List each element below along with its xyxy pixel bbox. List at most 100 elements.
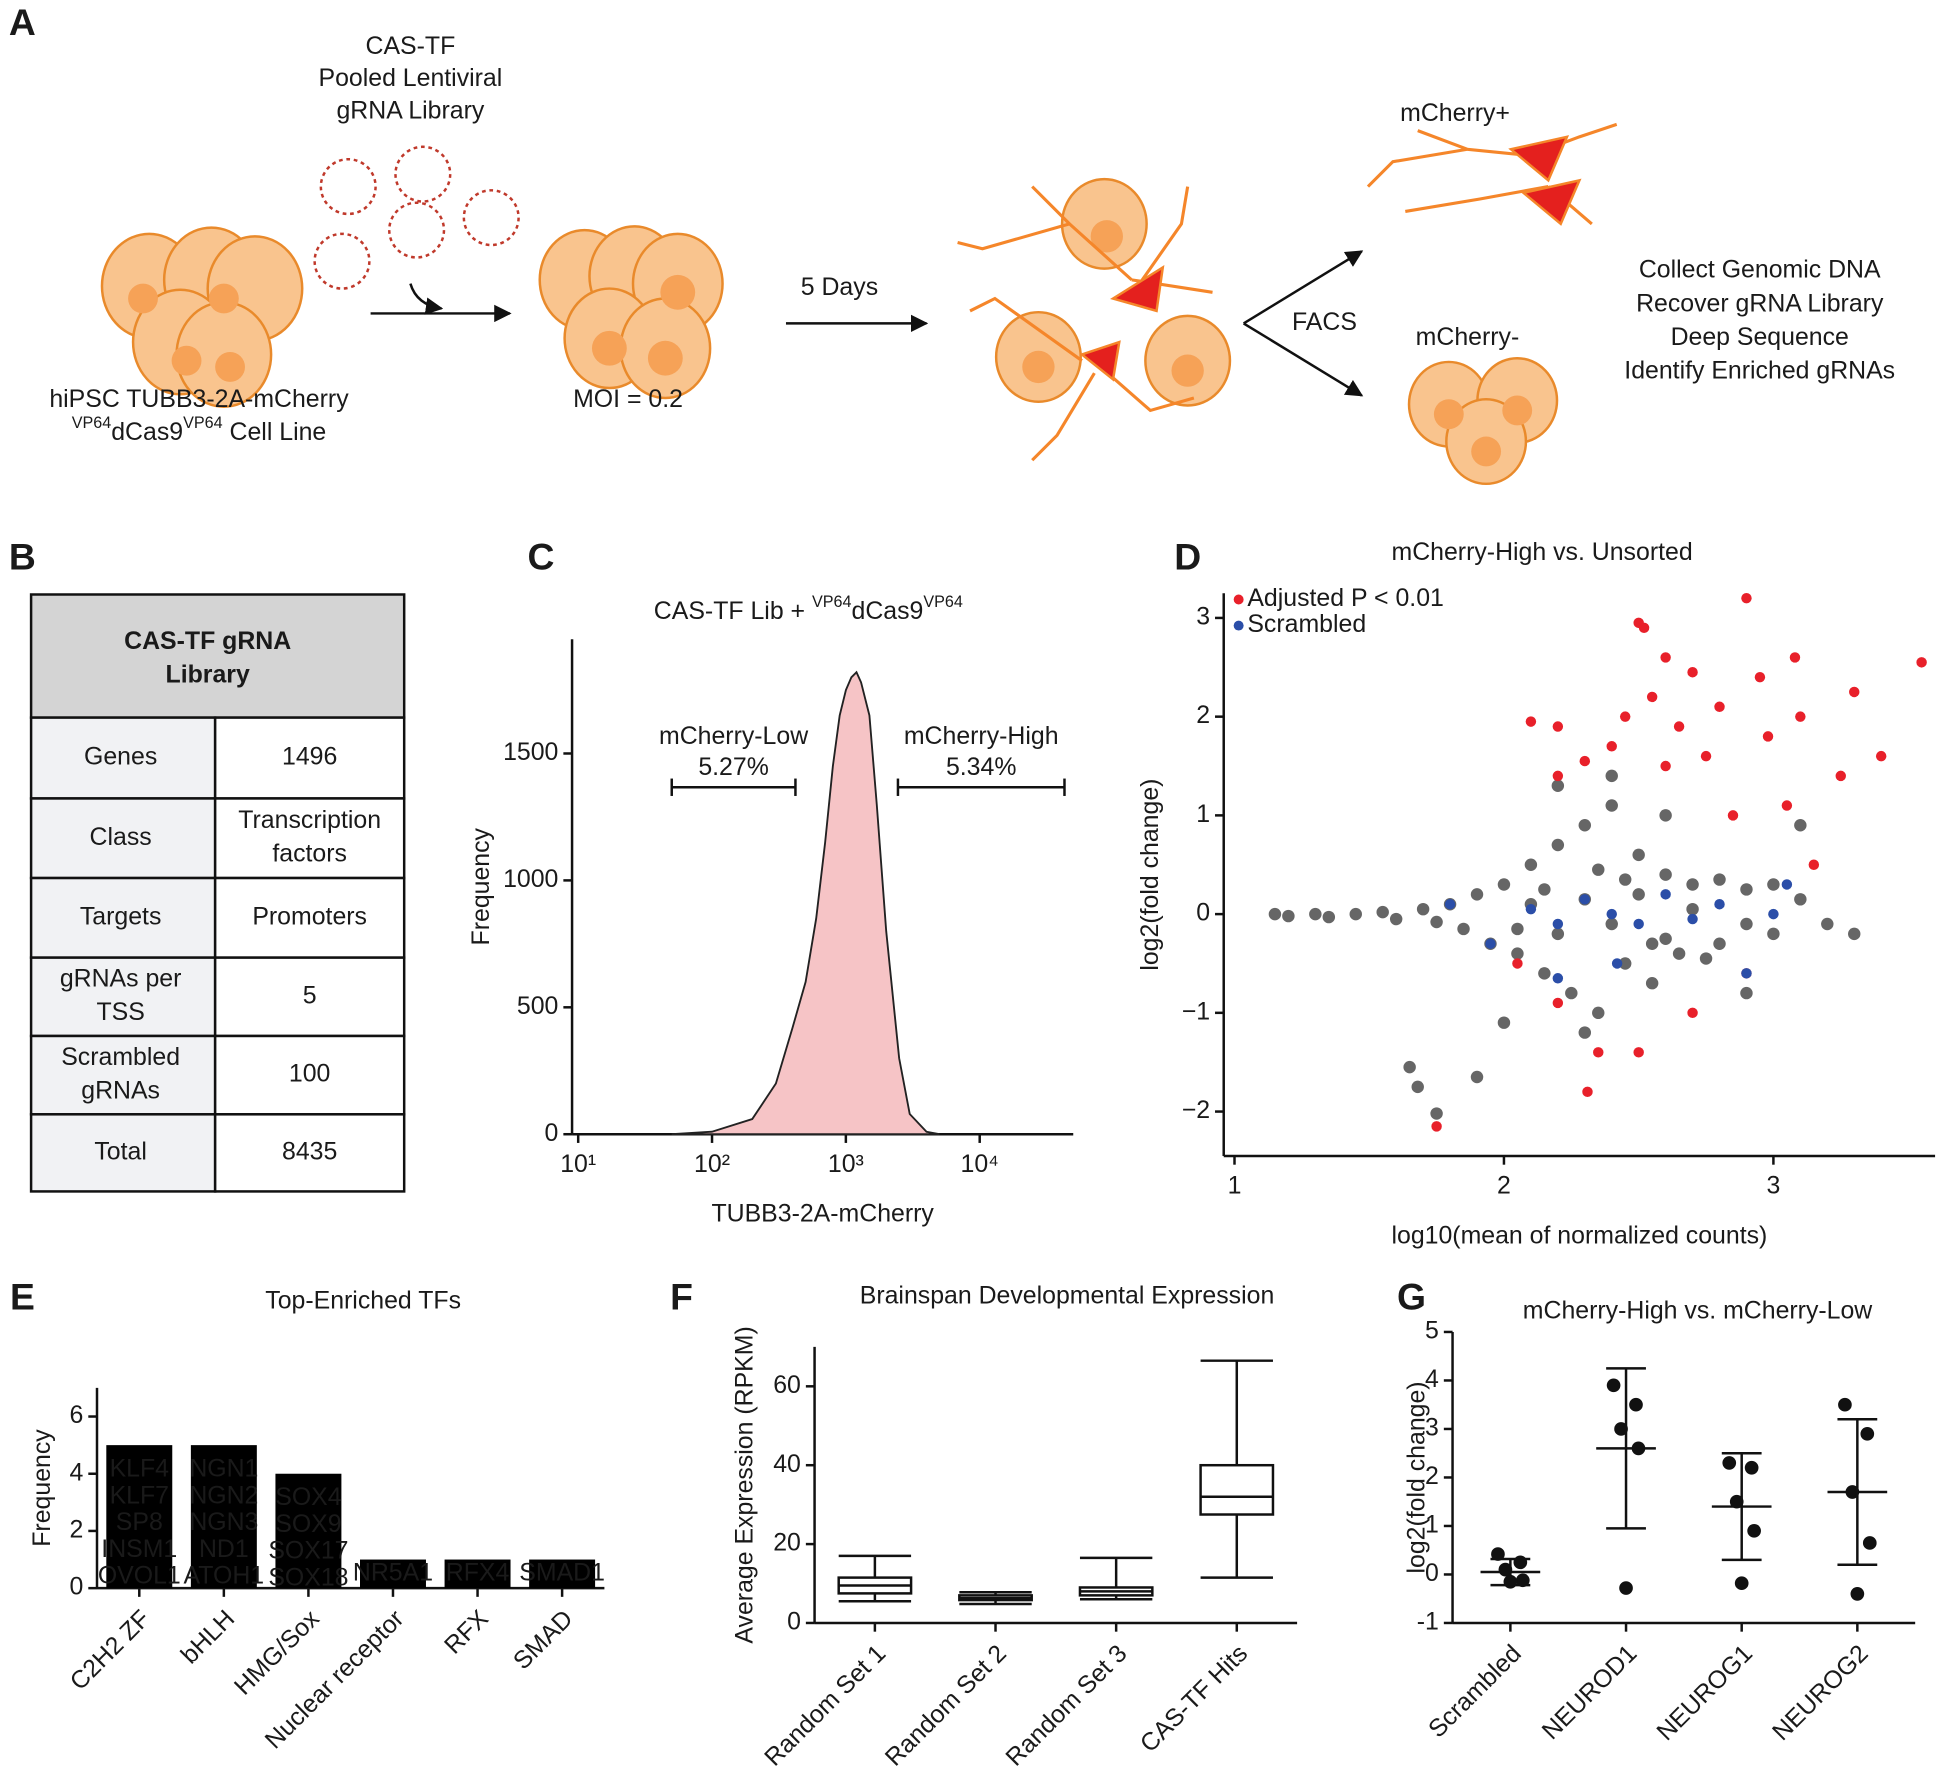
- point: [1762, 731, 1774, 742]
- bar-label: SOX18: [268, 1563, 348, 1591]
- point: [1808, 859, 1820, 870]
- y-axis-label: log2(fold change): [1402, 1381, 1430, 1573]
- point: [1403, 1060, 1416, 1074]
- point: [1592, 863, 1605, 876]
- point: [1744, 1460, 1759, 1475]
- point: [1578, 1026, 1592, 1039]
- point: [1781, 879, 1793, 890]
- point: [1686, 902, 1699, 916]
- point: [1741, 592, 1752, 604]
- x-tick-label: C2H2 ZF: [65, 1605, 156, 1696]
- library-label: CAS-TF: [366, 32, 456, 60]
- point: [1848, 927, 1861, 941]
- bar-label: KLF4: [110, 1455, 170, 1483]
- point: [1687, 1007, 1698, 1019]
- point: [1552, 973, 1564, 984]
- x-tick-label: 10¹: [560, 1150, 596, 1178]
- point: [1633, 918, 1644, 930]
- table-text: Promoters: [252, 902, 367, 930]
- point: [1593, 1047, 1604, 1058]
- point: [1767, 878, 1780, 891]
- point: [1618, 873, 1632, 886]
- point: [1552, 918, 1564, 930]
- table-cell: [213, 1034, 406, 1116]
- gate-percent: 5.34%: [946, 753, 1016, 781]
- point: [1349, 907, 1362, 921]
- y-tick-label: 2: [1425, 1462, 1439, 1490]
- gate-percent: 5.27%: [698, 753, 768, 781]
- point: [1632, 888, 1645, 901]
- chart-title: mCherry-High vs. Unsorted: [1392, 538, 1693, 566]
- point: [1660, 889, 1671, 900]
- panel-label: B: [9, 536, 36, 578]
- table-cell: [213, 716, 406, 800]
- point: [1713, 937, 1726, 950]
- negative-label: mCherry-: [1416, 323, 1520, 351]
- point: [1538, 967, 1551, 980]
- point: [1457, 922, 1470, 936]
- point: [1740, 986, 1753, 1000]
- y-tick-label: 4: [1425, 1365, 1439, 1393]
- diagram-art: [100, 122, 1618, 486]
- point: [1794, 819, 1807, 832]
- point: [1611, 958, 1623, 969]
- point: [1538, 883, 1551, 896]
- point: [1444, 899, 1456, 910]
- bar-label: RFX4: [446, 1558, 510, 1586]
- point: [1747, 1523, 1761, 1538]
- point: [1619, 711, 1631, 722]
- table: [29, 593, 406, 1193]
- point: [1740, 883, 1753, 896]
- point: [1551, 779, 1565, 792]
- histogram-area: [671, 670, 940, 1136]
- bar-label: SOX9: [275, 1510, 341, 1538]
- cell-line-label: hiPSC TUBB3-2A-mCherry: [49, 385, 349, 413]
- table-text: Total: [94, 1137, 147, 1165]
- table-text: factors: [272, 840, 347, 868]
- point: [1389, 912, 1403, 926]
- point: [1845, 1485, 1860, 1499]
- point: [1503, 1574, 1518, 1589]
- panel-label: A: [9, 1, 36, 43]
- point: [1606, 908, 1617, 920]
- point: [1767, 927, 1780, 941]
- point: [1849, 686, 1860, 698]
- bar: [106, 1445, 173, 1589]
- point: [1629, 1397, 1643, 1412]
- point: [1768, 908, 1779, 920]
- table-text: gRNAs per: [60, 965, 182, 993]
- point: [1638, 622, 1650, 634]
- table-header: CAS-TF gRNA: [124, 627, 291, 655]
- x-tick-label: NEUROG2: [1767, 1639, 1874, 1746]
- y-tick-label: 3: [1196, 602, 1210, 630]
- point: [1605, 769, 1618, 783]
- point: [1605, 917, 1618, 931]
- point: [1511, 922, 1524, 936]
- y-tick-label: 0: [1425, 1559, 1439, 1587]
- point: [1700, 750, 1712, 762]
- panel-label: E: [10, 1275, 35, 1317]
- table-text: 1496: [282, 743, 337, 771]
- legend-label: Adjusted P < 0.01: [1247, 584, 1444, 612]
- point: [1515, 1573, 1530, 1588]
- point: [1850, 1587, 1865, 1601]
- table-cell: [213, 797, 406, 880]
- y-tick-label: 0: [1196, 899, 1210, 927]
- y-tick-label: 0: [69, 1573, 83, 1601]
- x-tick-label: Random Set 2: [880, 1639, 1012, 1771]
- point: [1740, 917, 1753, 931]
- y-axis-label: Frequency: [28, 1429, 56, 1547]
- table-text: 5: [303, 981, 317, 1009]
- point: [1713, 873, 1726, 886]
- point: [1875, 750, 1887, 762]
- table-cell: [29, 956, 217, 1038]
- point: [1282, 909, 1295, 923]
- library-label: Pooled Lentiviral: [318, 64, 502, 92]
- point: [1754, 671, 1766, 683]
- bar-label: KLF7: [110, 1481, 169, 1509]
- point: [1795, 711, 1806, 722]
- chart-title: mCherry-High vs. mCherry-Low: [1523, 1297, 1874, 1325]
- gate-label: mCherry-Low: [659, 722, 809, 750]
- cell-line-part: VP64: [72, 414, 112, 432]
